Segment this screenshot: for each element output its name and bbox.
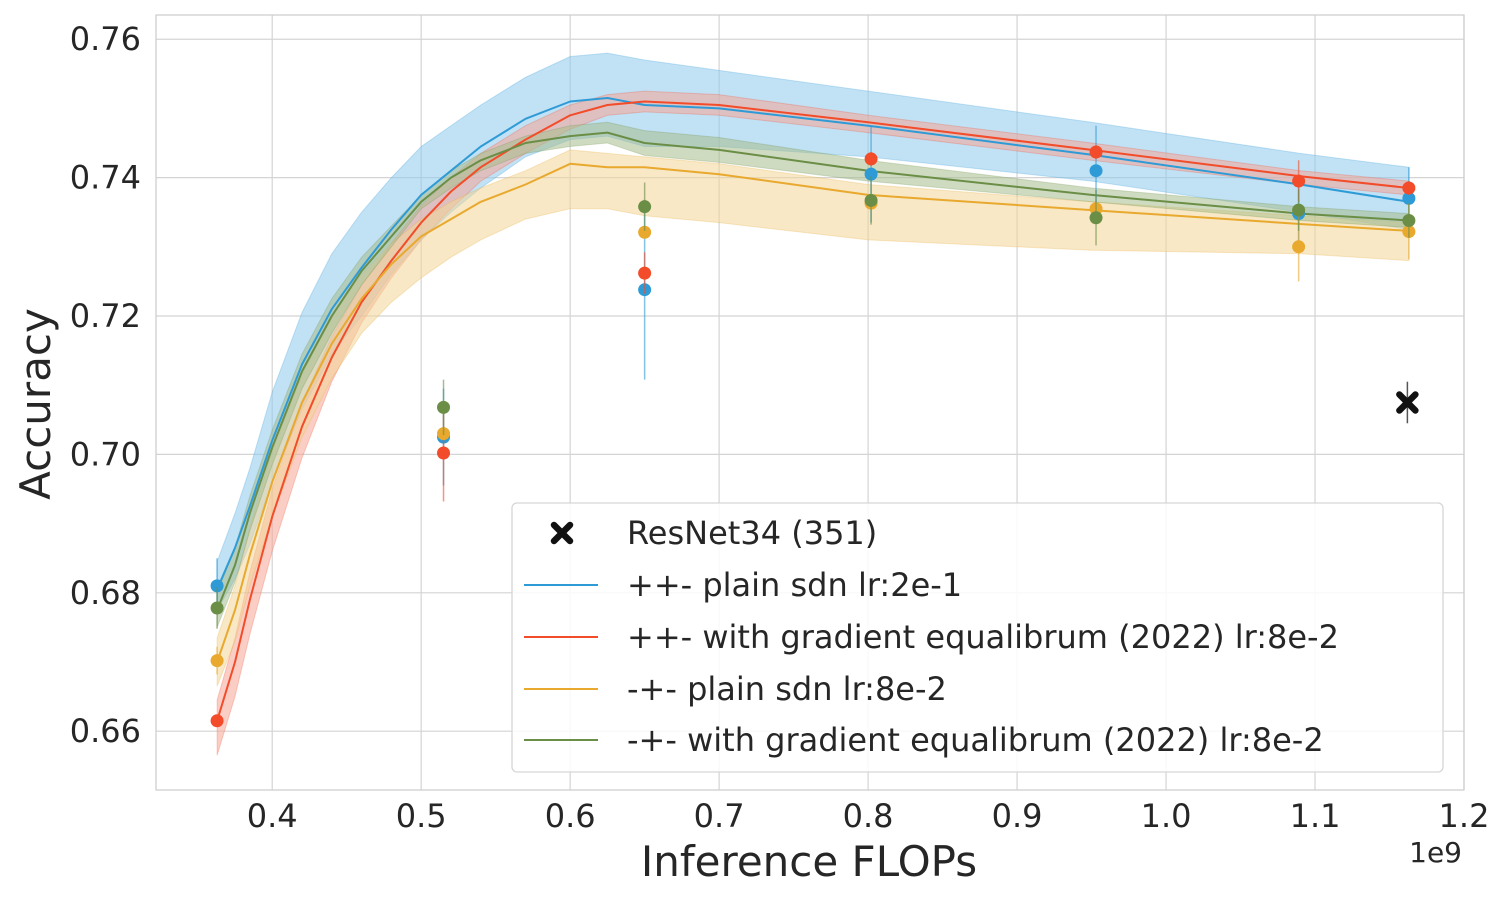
baseline-marker xyxy=(1396,391,1419,414)
series-lines xyxy=(216,97,1410,722)
x-tick-label: 0.9 xyxy=(992,797,1043,835)
x-tick-label: 1.2 xyxy=(1439,797,1490,835)
y-tick-label: 0.76 xyxy=(70,20,141,58)
series-line-0 xyxy=(216,97,1410,590)
legend-label-baseline: ResNet34 (351) xyxy=(627,514,877,552)
data-point xyxy=(638,266,652,280)
data-point xyxy=(864,193,878,207)
x-marker-stroke xyxy=(1396,391,1419,414)
y-tick-label: 0.66 xyxy=(70,712,141,750)
data-point xyxy=(1089,211,1103,225)
data-point xyxy=(1402,181,1416,195)
series-line-2 xyxy=(216,162,1409,663)
data-point xyxy=(1292,240,1306,254)
tick-labels: 0.4 0.5 0.6 0.7 0.8 0.9 1.0 1.1 1.2 0.66 0.68 0.70 0… xyxy=(70,20,1490,835)
x-tick-label: 1.1 xyxy=(1290,797,1341,835)
data-point xyxy=(210,579,224,593)
data-point xyxy=(210,714,224,728)
data-point xyxy=(210,654,224,668)
legend-label-1: ++- with gradient equalibrum (2022) lr:8… xyxy=(627,618,1339,656)
x-tick-label: 0.4 xyxy=(247,797,298,835)
data-point xyxy=(1089,145,1103,159)
series-line-3 xyxy=(216,131,1409,611)
data-point xyxy=(437,446,451,460)
x-axis-offset-label: 1e9 xyxy=(1409,836,1462,869)
y-tick-label: 0.70 xyxy=(70,435,141,473)
x-tick-label: 0.8 xyxy=(843,797,894,835)
legend-label-2: -+- plain sdn lr:8e-2 xyxy=(627,670,947,708)
x-tick-label: 0.6 xyxy=(545,797,596,835)
legend-frame xyxy=(511,502,1444,773)
x-marker-stroke xyxy=(550,521,574,545)
y-tick-label: 0.68 xyxy=(70,574,141,612)
data-point xyxy=(638,200,652,214)
y-axis-label: Accuracy xyxy=(11,308,60,500)
y-tick-label: 0.74 xyxy=(70,159,141,197)
y-tick-label: 0.72 xyxy=(70,297,141,335)
plot-frame xyxy=(155,14,1465,791)
data-point xyxy=(1089,164,1103,178)
data-point xyxy=(437,400,451,414)
data-point xyxy=(1292,203,1306,217)
legend-label-3: -+- with gradient equalibrum (2022) lr:8… xyxy=(627,721,1324,759)
data-point xyxy=(1402,214,1416,228)
x-tick-label: 0.5 xyxy=(396,797,447,835)
data-point xyxy=(1292,174,1306,188)
data-points xyxy=(210,125,1419,728)
legend-label-0: ++- plain sdn lr:2e-1 xyxy=(627,566,962,604)
series-line-1 xyxy=(216,100,1410,722)
data-point xyxy=(210,601,224,615)
x-tick-label: 1.0 xyxy=(1141,797,1192,835)
data-point xyxy=(864,167,878,181)
data-point xyxy=(1402,191,1416,205)
legend: ResNet34 (351) ++- plain sdn lr:2e-1 ++- w… xyxy=(511,502,1444,773)
data-point xyxy=(864,152,878,166)
legend-marker-baseline xyxy=(550,521,574,545)
x-axis-label: Inference FLOPs xyxy=(641,837,977,886)
x-tick-label: 0.7 xyxy=(694,797,745,835)
data-point xyxy=(638,225,652,239)
